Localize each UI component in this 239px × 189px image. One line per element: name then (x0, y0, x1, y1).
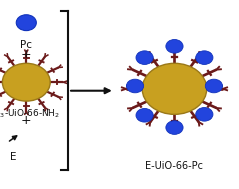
Circle shape (136, 108, 153, 122)
Circle shape (126, 79, 144, 93)
Circle shape (2, 63, 50, 101)
Circle shape (205, 79, 223, 93)
Text: Pc: Pc (20, 40, 32, 50)
Circle shape (142, 63, 207, 114)
Circle shape (136, 51, 153, 64)
Circle shape (196, 108, 213, 121)
Circle shape (166, 40, 183, 53)
Circle shape (16, 15, 36, 31)
Text: +: + (21, 115, 32, 127)
Circle shape (166, 121, 183, 134)
Text: +: + (21, 48, 32, 61)
Circle shape (196, 51, 213, 64)
Text: E-UiO-66-Pc: E-UiO-66-Pc (146, 161, 203, 171)
Text: E: E (10, 152, 16, 162)
Text: N$_3$-UiO-66-NH$_2$: N$_3$-UiO-66-NH$_2$ (0, 108, 60, 120)
